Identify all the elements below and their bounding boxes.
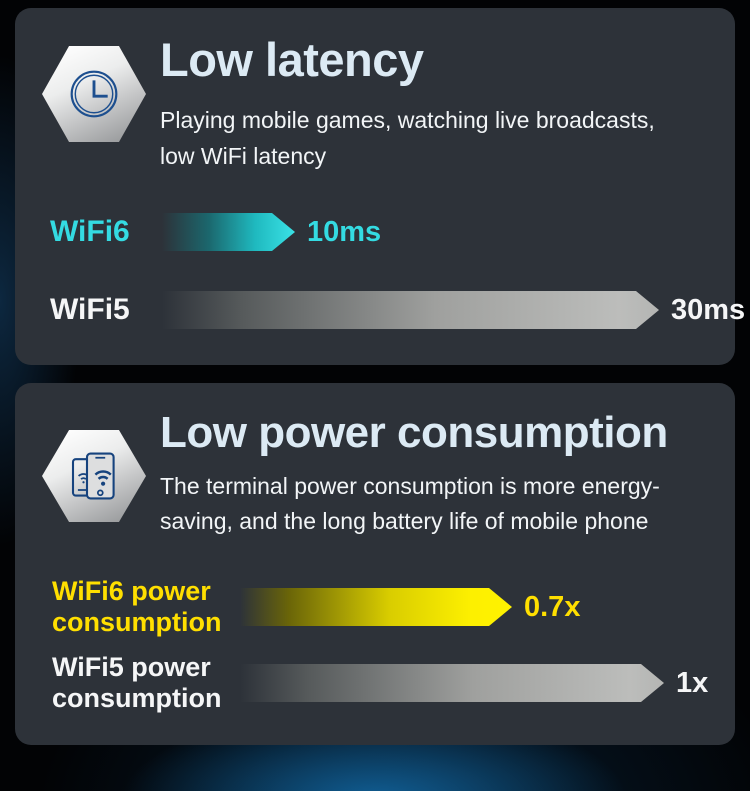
latency-row-wifi5: WiFi5 30ms (50, 286, 745, 334)
wifi5-latency-value: 30ms (671, 293, 746, 326)
wifi5-latency-bar (162, 291, 659, 329)
latency-subtitle: Playing mobile games, watching live broa… (160, 102, 655, 174)
latency-row-wifi6: WiFi6 10ms (50, 208, 381, 256)
power-row-wifi5: WiFi5 power consumption 1x (52, 649, 708, 717)
wifi6-power-bar (240, 588, 512, 626)
wifi5-power-label: WiFi5 power consumption (52, 652, 222, 713)
wifi5-label: WiFi5 (50, 293, 130, 326)
power-title: Low power consumption (160, 408, 668, 457)
wifi5-power-bar (240, 664, 664, 702)
clock-icon (70, 70, 118, 118)
wifi5-power-value: 1x (676, 666, 709, 699)
power-row-wifi6: WiFi6 power consumption 0.7x (52, 573, 580, 641)
wifi6-power-value: 0.7x (524, 590, 581, 623)
wifi6-label: WiFi6 (50, 215, 130, 248)
latency-subtitle-line2: low WiFi latency (160, 143, 327, 169)
latency-title: Low latency (160, 33, 424, 86)
low-power-card: Low power consumption The terminal power… (15, 383, 735, 745)
phones-wifi-icon (71, 452, 115, 500)
latency-subtitle-line1: Playing mobile games, watching live broa… (160, 107, 655, 133)
power-subtitle-line2: saving, and the long battery life of mob… (160, 508, 649, 534)
wifi6-power-label: WiFi6 power consumption (52, 576, 222, 637)
wifi6-latency-bar (162, 213, 295, 251)
phones-hexagon-badge (42, 430, 146, 522)
power-subtitle: The terminal power consumption is more e… (160, 469, 660, 539)
wifi6-latency-value: 10ms (307, 215, 382, 248)
low-latency-card: Low latency Playing mobile games, watchi… (15, 8, 745, 365)
clock-hexagon-badge (42, 46, 146, 142)
power-subtitle-line1: The terminal power consumption is more e… (160, 473, 660, 499)
